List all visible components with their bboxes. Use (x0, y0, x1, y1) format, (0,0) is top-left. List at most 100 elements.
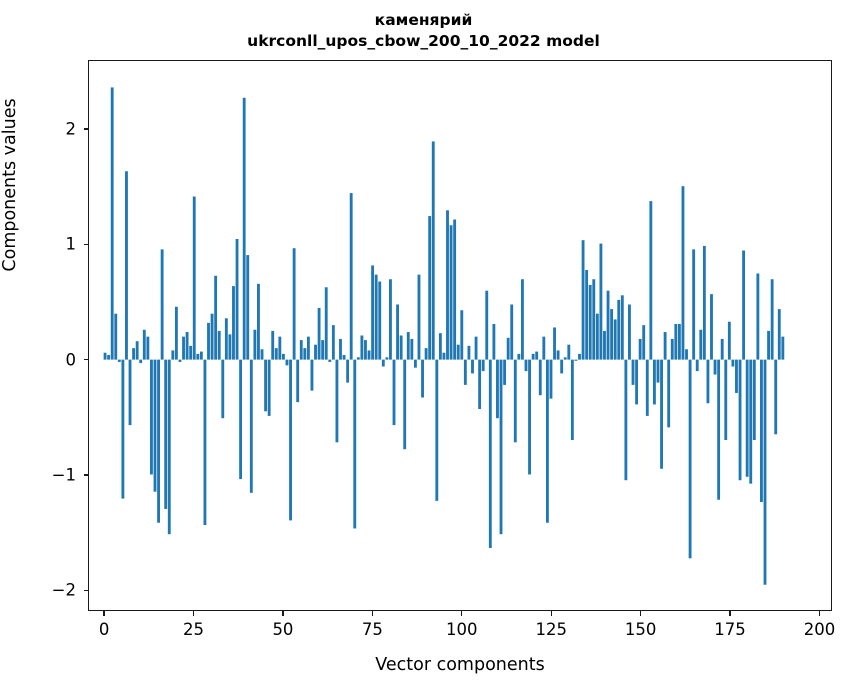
bar (306, 336, 310, 360)
bar (349, 193, 353, 360)
bar (474, 336, 478, 360)
bar (203, 359, 207, 526)
bar (178, 359, 182, 362)
bar (699, 329, 703, 360)
bar (217, 330, 221, 360)
bar (371, 265, 375, 360)
bar (385, 357, 389, 360)
bar (645, 359, 649, 416)
bar (581, 240, 585, 360)
bar (517, 353, 521, 360)
bar (538, 359, 542, 396)
bar (157, 359, 160, 523)
bar (617, 299, 621, 360)
bar (745, 359, 749, 477)
bar (428, 216, 432, 360)
bar (314, 344, 317, 360)
bar (724, 359, 728, 441)
bar (446, 210, 449, 360)
bar (438, 333, 442, 360)
bar (160, 249, 164, 360)
bar (713, 359, 717, 375)
bar (513, 359, 517, 443)
y-tick-label: 1 (65, 234, 77, 254)
bar (467, 345, 471, 360)
chart-title-line-2: ukrconll_upos_cbow_200_10_2022 model (247, 32, 600, 50)
bar (702, 245, 706, 360)
bar (410, 338, 414, 360)
bar (652, 359, 656, 405)
bar (570, 359, 574, 441)
bar (353, 359, 357, 529)
bar (524, 359, 528, 372)
bar (777, 309, 781, 360)
bar (260, 349, 264, 360)
x-tick-mark (103, 611, 105, 616)
bar (781, 336, 785, 360)
bar (460, 310, 464, 360)
bar (603, 330, 606, 360)
bar (253, 329, 257, 360)
bar (620, 295, 624, 360)
bar (553, 327, 556, 360)
bar (310, 359, 314, 391)
bar (731, 359, 735, 367)
bar (146, 336, 150, 360)
bar (235, 239, 239, 360)
bar (421, 359, 424, 398)
x-tick-label: 75 (361, 620, 383, 639)
bar (453, 219, 457, 360)
bar (228, 334, 232, 360)
bar (485, 290, 489, 360)
bar (677, 324, 681, 360)
bar (752, 359, 756, 441)
bar (199, 351, 203, 360)
bar (503, 359, 507, 385)
bar (317, 307, 321, 360)
bar (328, 359, 332, 362)
x-tick-label: 25 (183, 620, 205, 639)
bar (560, 359, 564, 374)
bar (492, 324, 496, 360)
bar (592, 279, 596, 360)
bar (660, 359, 663, 469)
bar (413, 359, 417, 368)
bar (710, 294, 713, 360)
bar (542, 336, 546, 360)
x-tick-mark (729, 611, 731, 616)
x-axis-label: Vector components (375, 655, 545, 675)
bar (431, 141, 435, 360)
bar (685, 349, 688, 360)
bar (210, 313, 214, 360)
bar (378, 281, 382, 360)
bar (628, 304, 631, 360)
bar (121, 359, 125, 499)
bar (756, 273, 760, 360)
bar (521, 279, 524, 360)
bar (239, 359, 243, 480)
bar (285, 359, 289, 366)
bar (346, 359, 350, 383)
bar (417, 274, 421, 360)
bar (642, 325, 646, 360)
bar (624, 359, 628, 481)
bar (321, 340, 325, 360)
bar (374, 274, 378, 360)
bar (214, 275, 218, 360)
x-tick-label: 100 (446, 620, 478, 639)
bar (424, 348, 428, 360)
bar (296, 359, 300, 403)
bar (110, 87, 114, 360)
x-tick-label: 125 (535, 620, 567, 639)
bar (595, 313, 599, 360)
bar (271, 330, 275, 360)
plot-frame (88, 60, 832, 611)
bar (114, 313, 118, 360)
bar (631, 359, 635, 385)
bar (695, 359, 699, 372)
bar (224, 318, 228, 360)
bar (706, 359, 710, 404)
bar (674, 324, 678, 360)
x-tick-label: 150 (624, 620, 657, 639)
bar (242, 97, 246, 360)
